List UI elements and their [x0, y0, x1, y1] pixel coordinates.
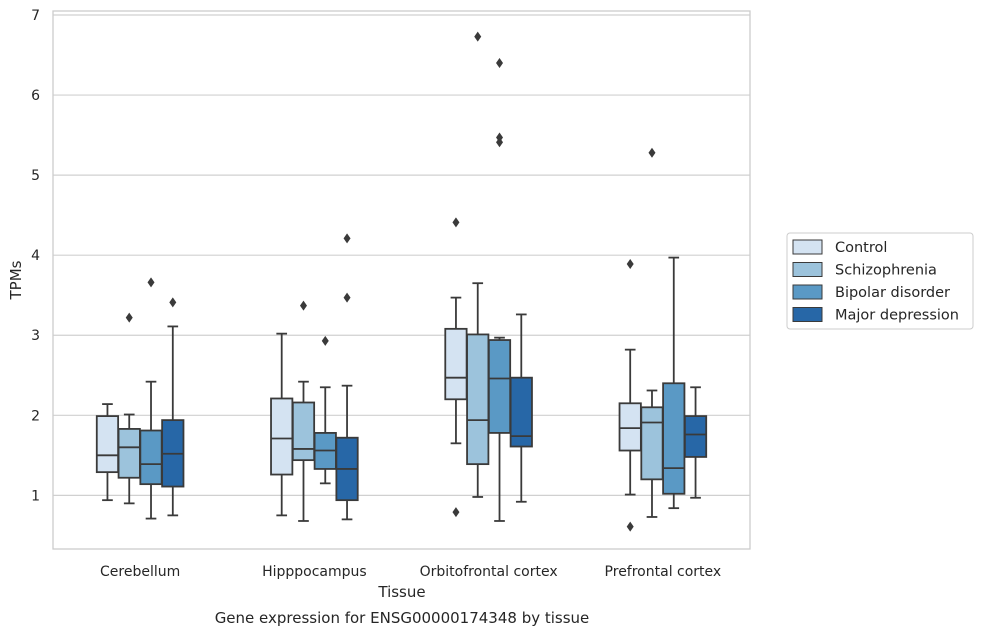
legend-swatch: [792, 284, 823, 300]
box: [662, 256, 686, 510]
box: [335, 233, 359, 521]
legend-item: Schizophrenia: [792, 262, 937, 279]
box: [618, 258, 642, 532]
box-iqr: [270, 397, 294, 476]
box-iqr: [662, 382, 686, 495]
legend-swatch: [792, 307, 823, 322]
legend-item: Bipolar disorder: [792, 284, 950, 301]
legend-item: Control: [792, 239, 887, 256]
box-iqr: [640, 406, 664, 481]
legend-label: Schizophrenia: [835, 263, 937, 279]
series-schizophrenia: [117, 31, 664, 522]
y-axis-label: TPMs: [7, 260, 25, 300]
plot-area-frame: [52, 10, 751, 550]
outlier-point: [648, 147, 656, 158]
outlier-point: [125, 312, 133, 323]
x-tick-label: Cerebellum: [100, 564, 180, 580]
box-plot-series: [95, 31, 708, 532]
y-tick-label-2: 2: [31, 408, 40, 424]
legend-frame: [786, 232, 974, 330]
outlier-point: [452, 217, 460, 228]
box-iqr: [291, 401, 316, 462]
outlier-point: [169, 297, 177, 308]
y-tick-label-3: 3: [31, 328, 40, 344]
box-iqr: [444, 327, 468, 401]
box-iqr: [618, 402, 642, 452]
legend-label: Major depression: [835, 308, 959, 324]
outlier-point: [452, 507, 460, 518]
x-tick-label: Orbitofrontal cortex: [420, 564, 558, 580]
box: [487, 58, 512, 522]
y-tick-label-5: 5: [31, 168, 40, 184]
legend-item: Major depression: [792, 307, 959, 324]
legend-label: Control: [835, 240, 887, 256]
y-axis-ticks: 1 2 3 4 5 6 7: [31, 8, 40, 504]
legend-swatch: [792, 239, 823, 255]
box-iqr: [117, 428, 141, 479]
legend-label: Bipolar disorder: [835, 285, 950, 301]
outlier-point: [626, 258, 634, 269]
outlier-point: [496, 132, 504, 143]
x-tick-label: Hipppocampus: [262, 564, 367, 580]
outlier-point: [147, 277, 155, 288]
gridlines: [53, 14, 750, 496]
box: [466, 31, 490, 498]
box: [95, 403, 120, 502]
legend-swatch: [792, 262, 823, 277]
outlier-point: [321, 335, 329, 346]
box: [509, 313, 533, 503]
outlier-point: [626, 521, 634, 532]
x-axis-ticks: Cerebellum Hipppocampus Orbitofrontal cort…: [100, 564, 721, 580]
box: [117, 312, 141, 505]
y-tick-label-7: 7: [31, 8, 40, 24]
x-tick-label: Prefrontal cortex: [605, 564, 722, 580]
box-iqr: [139, 429, 163, 486]
chart-caption: Gene expression for ENSG00000174348 by t…: [215, 609, 590, 627]
box-iqr: [509, 376, 533, 448]
box-iqr: [487, 339, 512, 434]
box: [161, 297, 185, 517]
outlier-point: [299, 300, 307, 311]
box: [683, 386, 708, 499]
box: [291, 300, 316, 522]
series-control: [95, 217, 642, 532]
y-tick-label-4: 4: [31, 248, 40, 264]
outlier-point: [474, 31, 482, 42]
box-iqr: [466, 333, 490, 466]
y-tick-label-6: 6: [31, 88, 40, 104]
outlier-point: [496, 58, 504, 69]
legend: Control Schizophrenia Bipolar disorder Majo…: [786, 232, 974, 330]
y-tick-label-1: 1: [31, 488, 40, 504]
series-major-depression: [161, 233, 708, 521]
outlier-point: [343, 292, 351, 303]
x-axis-label: Tissue: [377, 583, 425, 601]
outlier-point: [343, 233, 351, 244]
box-iqr: [95, 415, 120, 474]
box-iqr: [683, 415, 708, 458]
